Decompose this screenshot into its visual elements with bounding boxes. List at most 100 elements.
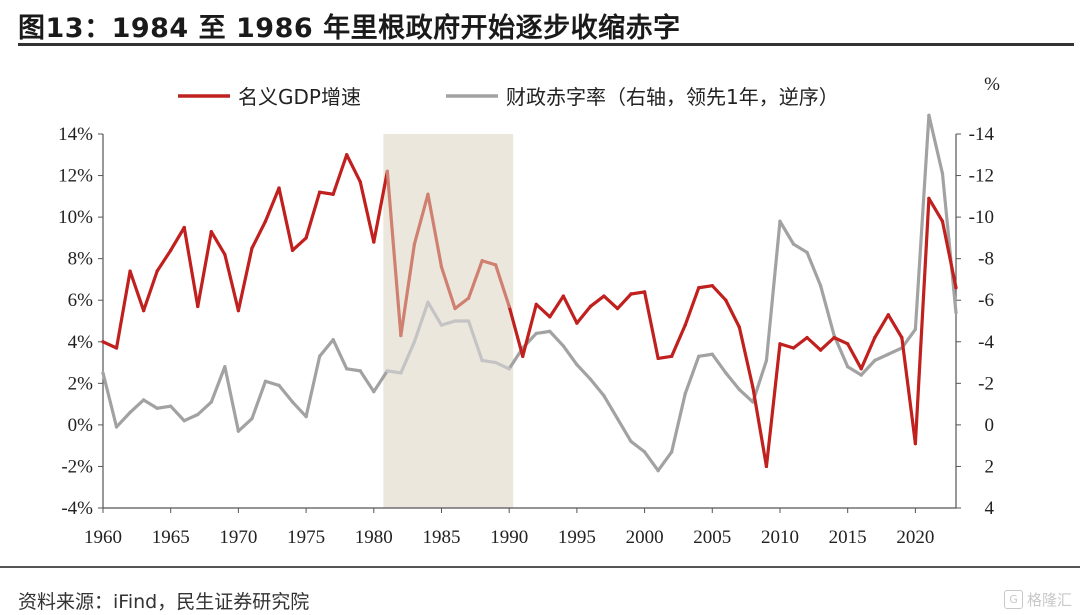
line-segment — [372, 369, 389, 394]
data-point — [764, 464, 769, 469]
line-segment — [724, 298, 741, 329]
left-tick-label: 4% — [68, 332, 94, 353]
line-segment — [710, 352, 728, 375]
data-point — [873, 336, 877, 340]
data-point — [385, 169, 389, 173]
line-segment — [250, 379, 268, 421]
data-point — [954, 311, 958, 315]
line-segment — [385, 369, 403, 375]
data-point — [629, 292, 633, 296]
line-segment — [439, 265, 457, 311]
line-segment — [426, 300, 444, 327]
line-segment — [873, 313, 890, 340]
data-point — [521, 354, 525, 358]
line-segment — [318, 190, 335, 196]
line-segment — [114, 269, 132, 350]
data-point — [480, 358, 484, 363]
data-point — [114, 346, 119, 350]
line-segment — [534, 302, 552, 319]
line-segment — [494, 263, 511, 309]
data-point — [372, 390, 376, 394]
line-segment — [142, 269, 159, 313]
x-tick-label: 2005 — [693, 527, 731, 548]
line-segment — [737, 325, 755, 390]
data-point — [453, 319, 457, 323]
data-point — [710, 352, 714, 356]
line-segment — [859, 358, 877, 377]
data-point — [223, 365, 227, 369]
series-nominal-gdp-growth — [101, 153, 958, 469]
line-segment — [819, 284, 836, 338]
data-point — [846, 342, 850, 346]
line-segment — [575, 304, 593, 325]
line-segment — [615, 292, 633, 311]
line-segment — [805, 336, 823, 352]
line-segment — [602, 294, 620, 311]
data-point — [886, 352, 890, 356]
data-point — [480, 259, 484, 263]
line-segment — [223, 252, 240, 313]
data-point — [101, 371, 105, 375]
data-point — [778, 219, 782, 223]
line-segment — [331, 338, 349, 371]
data-point — [670, 450, 674, 454]
line-segment — [548, 329, 565, 348]
line-segment — [155, 248, 173, 273]
data-point — [277, 186, 281, 190]
line-segment — [101, 340, 119, 350]
x-tick-label: 1960 — [84, 527, 122, 548]
left-tick-label: -4% — [61, 498, 93, 519]
line-segment — [602, 394, 620, 421]
data-point — [101, 340, 105, 344]
x-tick-label: 1995 — [558, 527, 596, 548]
line-segment — [412, 300, 430, 344]
shade-layer — [383, 134, 514, 508]
data-point — [507, 304, 511, 309]
line-segment — [791, 242, 809, 255]
line-segment — [697, 284, 714, 290]
data-point — [751, 385, 755, 390]
line-segment — [358, 369, 376, 394]
line-segment — [561, 344, 579, 367]
line-segment — [656, 450, 674, 473]
right-tick-label: 0 — [985, 415, 995, 436]
line-segment — [182, 225, 200, 309]
data-point — [615, 306, 620, 311]
line-segment — [832, 333, 850, 369]
data-point — [548, 315, 552, 319]
right-tick-label: -4 — [978, 332, 994, 353]
data-point — [209, 230, 213, 234]
x-tick-label: 2000 — [626, 527, 664, 548]
data-point — [412, 242, 417, 246]
line-segment — [494, 360, 511, 371]
data-point — [318, 190, 322, 194]
data-point — [277, 383, 281, 388]
left-tick-label: 0% — [68, 415, 94, 436]
title-rule — [18, 43, 1074, 46]
data-point — [954, 286, 958, 290]
line-segment — [656, 354, 674, 360]
footer-rule — [0, 566, 1080, 568]
line-segment — [697, 352, 714, 358]
data-point — [737, 387, 741, 392]
data-point — [656, 356, 660, 360]
data-point — [385, 369, 389, 373]
line-segment — [399, 340, 417, 375]
data-point — [263, 379, 268, 383]
axis-layer: 14% 12% 10% 8% 6% 4% 2% 0% -2% -4% -14 -12 -10 -8 -6 -4… — [58, 74, 1000, 548]
data-point — [209, 400, 213, 404]
data-point — [304, 414, 308, 419]
left-tick-label: -2% — [61, 456, 93, 477]
data-point — [155, 406, 159, 410]
line-segment — [913, 196, 931, 446]
data-point — [913, 441, 917, 446]
line-segment — [101, 371, 119, 429]
line-segment — [182, 412, 200, 423]
line-segment — [236, 246, 254, 313]
line-segment — [737, 387, 755, 404]
line-segment — [345, 367, 362, 373]
chart-legend: 名义GDP增速 财政赤字率（右轴，领先1年，逆序） — [178, 85, 839, 109]
data-point — [697, 286, 701, 290]
line-segment — [751, 385, 769, 469]
data-point — [114, 425, 119, 429]
